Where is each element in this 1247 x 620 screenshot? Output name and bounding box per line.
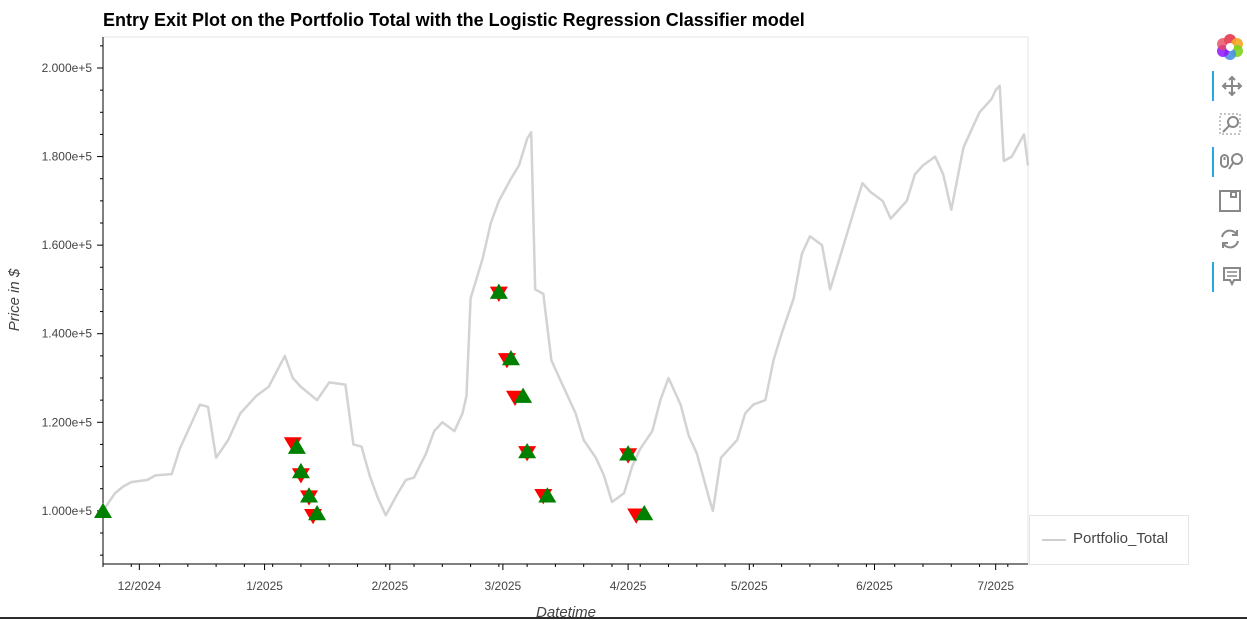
y-axis-label: Price in $ xyxy=(6,268,23,331)
entry-marker xyxy=(489,283,508,299)
toolbar xyxy=(1208,30,1247,310)
x-axis: 12/2024 1/2025 2/2025 3/2025 4/2025 5/2025 6/2… xyxy=(102,563,1028,593)
bokeh-logo-icon[interactable] xyxy=(1212,32,1247,62)
y-tick-label: 1.400e+5 xyxy=(42,327,93,341)
markers xyxy=(94,283,654,525)
hover-icon[interactable] xyxy=(1212,262,1247,292)
pan-icon[interactable] xyxy=(1212,71,1247,101)
x-tick-label: 12/2024 xyxy=(118,579,162,593)
chart-title: Entry Exit Plot on the Portfolio Total w… xyxy=(103,10,805,30)
entry-marker xyxy=(635,504,654,521)
x-tick-label: 3/2025 xyxy=(485,579,522,593)
entry-marker xyxy=(501,349,520,366)
entry-marker xyxy=(291,462,310,479)
entry-marker xyxy=(300,487,319,503)
x-axis-label: Datetime xyxy=(536,604,596,620)
x-tick-label: 5/2025 xyxy=(731,579,768,593)
y-tick-label: 1.800e+5 xyxy=(42,150,93,164)
entry-marker xyxy=(518,442,537,459)
portfolio-total-line xyxy=(101,84,1030,517)
series-portfolio-total xyxy=(101,84,1030,517)
wheel-zoom-icon[interactable] xyxy=(1212,147,1247,177)
reset-icon[interactable] xyxy=(1212,224,1247,254)
entry-marker xyxy=(538,487,557,503)
x-tick-label: 7/2025 xyxy=(977,579,1014,593)
x-tick-label: 1/2025 xyxy=(246,579,283,593)
y-tick-label: 1.200e+5 xyxy=(42,415,93,429)
legend-label: Portfolio_Total xyxy=(1073,530,1169,547)
entry-marker xyxy=(619,445,638,461)
legend: Portfolio_Total xyxy=(1029,515,1189,565)
box-zoom-icon[interactable] xyxy=(1212,109,1247,139)
y-tick-label: 1.000e+5 xyxy=(42,504,93,518)
y-tick-label: 2.000e+5 xyxy=(42,61,93,75)
entry-marker xyxy=(308,504,327,521)
entry-marker xyxy=(94,502,112,519)
entry-marker xyxy=(514,387,533,403)
x-tick-label: 2/2025 xyxy=(371,579,408,593)
y-axis: 1.000e+5 1.200e+5 1.400e+5 1.600e+5 1.800e+5… xyxy=(42,37,104,564)
x-tick-label: 6/2025 xyxy=(856,579,893,593)
save-icon[interactable] xyxy=(1212,186,1247,216)
entry-marker xyxy=(287,438,306,454)
legend-swatch xyxy=(1042,539,1066,541)
x-tick-label: 4/2025 xyxy=(610,579,647,593)
bottom-border xyxy=(0,617,1247,619)
y-tick-label: 1.600e+5 xyxy=(42,238,93,252)
plot-frame xyxy=(102,36,1029,565)
